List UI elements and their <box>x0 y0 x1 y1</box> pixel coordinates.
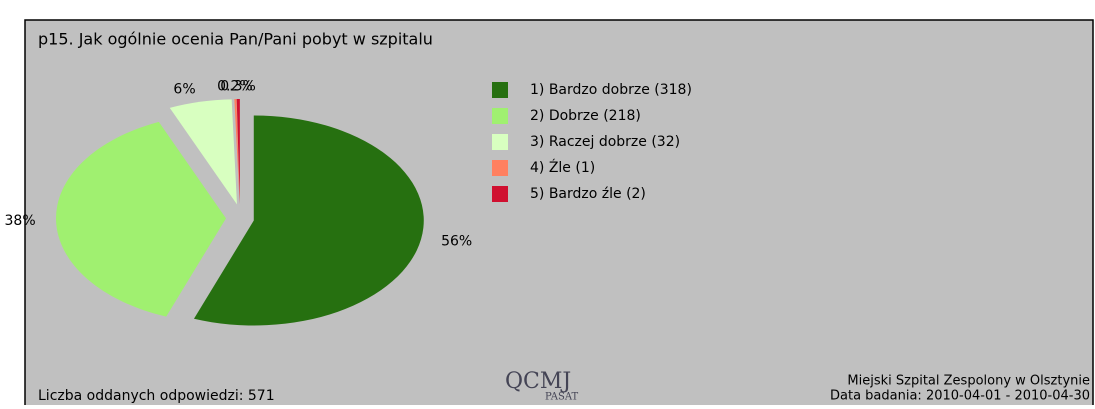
hospital: Miejski Szpital Zespolony w Olsztynie <box>847 374 1090 389</box>
pie-slice <box>56 121 227 317</box>
legend-label: 4) Źle (1) <box>530 158 595 176</box>
data-label: 6% <box>173 82 195 98</box>
legend-swatch <box>492 186 508 202</box>
legend-swatch <box>492 82 508 98</box>
data-label: 0.3% <box>220 78 256 94</box>
pie-slice <box>193 115 424 326</box>
chart-title: p15. Jak ogólnie ocenia Pan/Pani pobyt w… <box>38 30 433 49</box>
legend-label: 2) Dobrze (218) <box>530 108 641 124</box>
data-label: 0.2% <box>217 78 253 94</box>
logo: QCMJ <box>505 369 571 394</box>
responses: Liczba oddanych odpowiedzi: 571 <box>38 388 275 404</box>
pie-slice <box>234 99 240 205</box>
date: Data badania: 2010-04-01 - 2010-04-30 <box>830 389 1090 404</box>
legend-label: 3) Raczej dobrze (32) <box>530 134 680 150</box>
legend-swatch <box>492 160 508 176</box>
legend-swatch <box>492 134 508 150</box>
legend-swatch <box>492 108 508 124</box>
logo-sub: PASAT <box>545 392 579 403</box>
data-label: 56% <box>441 234 472 250</box>
legend-label: 5) Bardzo źle (2) <box>530 186 646 202</box>
pie-slice <box>236 99 240 205</box>
data-label: 38% <box>5 213 36 229</box>
legend-label: 1) Bardzo dobrze (318) <box>530 82 692 98</box>
pie-slice <box>169 99 237 205</box>
